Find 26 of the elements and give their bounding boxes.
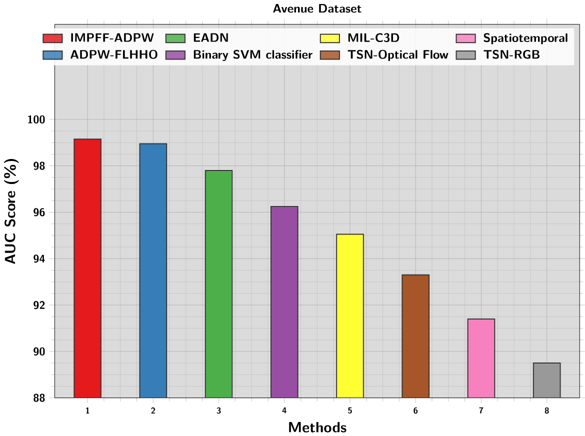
legend-label: TSN-RGB: [484, 50, 540, 59]
x-axis-title: Methods: [289, 422, 346, 432]
y-tick-label: 92: [34, 300, 45, 309]
x-tick-label: 6: [414, 407, 418, 414]
y-tick-label: 98: [34, 162, 45, 170]
y-tick-label: 88: [34, 394, 45, 402]
legend-label: Spatiotemporal: [484, 32, 568, 44]
chart-title: Avenue Dataset: [273, 4, 362, 12]
x-tick-label: 4: [282, 407, 286, 414]
legend-label: TSN-Optical Flow: [348, 50, 448, 61]
legend-label: Binary SVM classifier: [194, 50, 312, 61]
y-tick-label: 100: [28, 115, 45, 124]
legend-label: EADN: [194, 33, 228, 42]
legend-label: MIL-C3D: [348, 32, 400, 42]
x-tick-label: 3: [216, 407, 221, 414]
x-tick-label: 7: [479, 407, 484, 414]
x-tick-label: 5: [348, 407, 352, 414]
x-tick-label: 1: [86, 407, 90, 414]
y-tick-label: 94: [34, 254, 45, 262]
y-axis-title: AUC Score (%): [4, 158, 19, 264]
x-tick-label: 2: [151, 407, 156, 414]
legend-label: ADPW-FLHHO: [70, 50, 158, 59]
legend-label: IMPFF-ADPW: [71, 33, 154, 42]
x-tick-label: 8: [544, 407, 549, 414]
y-tick-label: 96: [34, 208, 45, 216]
y-tick-label: 90: [34, 347, 45, 356]
